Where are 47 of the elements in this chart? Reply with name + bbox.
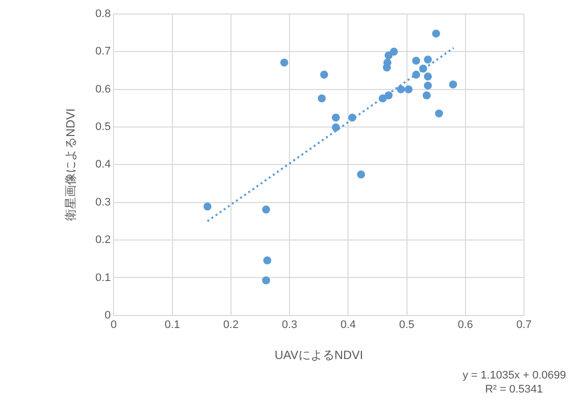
x-tick-label: 0.1 (164, 319, 180, 332)
y-tick-label: 0.2 (95, 234, 111, 246)
point (378, 94, 387, 102)
point (419, 64, 428, 73)
point (332, 123, 340, 132)
point (424, 56, 432, 64)
y-tick-label: 0.6 (95, 83, 111, 96)
point (262, 276, 270, 284)
x-tick-label: 0.2 (223, 319, 239, 332)
x-tick-label: 0.6 (458, 319, 474, 332)
text: R² = 0.5341 (485, 383, 543, 396)
point (384, 91, 393, 100)
point (412, 70, 420, 79)
x-tick-label: 0.7 (516, 319, 532, 332)
y-tick-label: 0.1 (95, 272, 111, 284)
point (432, 30, 440, 38)
point (318, 94, 326, 102)
point (357, 170, 366, 178)
y-tick-label: 0.5 (95, 121, 111, 134)
y-tick-label: 0.8 (95, 8, 111, 20)
y-tick-label: 0.4 (95, 158, 111, 171)
point (332, 114, 340, 122)
point (412, 56, 420, 65)
point (422, 91, 431, 100)
y-axis-title: 衛星画像によるNDVI (64, 108, 78, 222)
x-tick-label: 0.5 (399, 319, 414, 332)
point (435, 109, 444, 118)
y-tick-label: 0 (104, 309, 111, 322)
point (424, 72, 432, 81)
point (424, 82, 432, 90)
point (348, 114, 356, 122)
point (384, 51, 393, 60)
point (396, 85, 405, 94)
point (390, 48, 398, 56)
x-tick-label: 0.4 (340, 319, 356, 332)
point (280, 58, 288, 67)
text: y = 1.1035x + 0.0699 (462, 369, 566, 382)
point (263, 256, 272, 264)
point (449, 80, 458, 88)
y-tick-label: 0.3 (95, 196, 111, 208)
y-tick-label: 0.7 (95, 46, 111, 58)
point (404, 85, 413, 94)
point (203, 202, 212, 211)
x-tick-label: 0.3 (282, 319, 298, 332)
point (262, 206, 270, 214)
x-axis-title: UAVによるNDVI (274, 348, 364, 362)
point (320, 70, 328, 79)
